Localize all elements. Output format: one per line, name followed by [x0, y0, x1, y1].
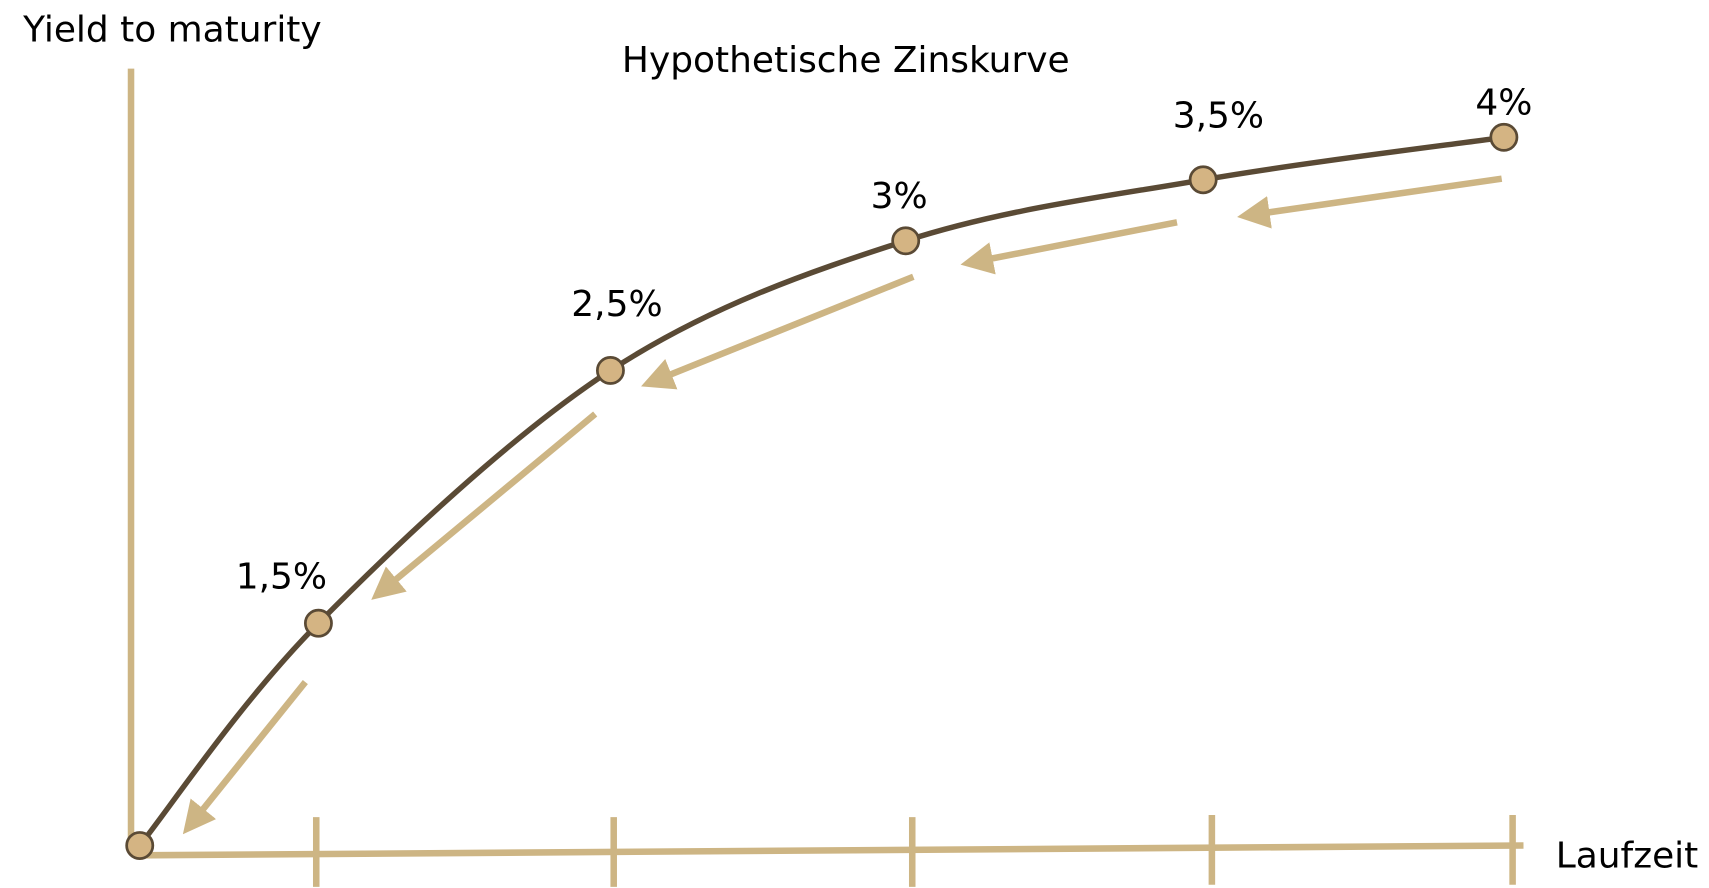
yield-curve — [137, 134, 1505, 848]
arrows — [182, 175, 1503, 835]
curve-layer: 1,5% 2,5% 3% 3,5% 4% — [125, 82, 1532, 860]
point-label: 4% — [1475, 82, 1532, 123]
curve-point — [125, 831, 155, 860]
arrow — [641, 273, 915, 390]
curve-point — [1489, 122, 1519, 152]
x-axis-label: Laufzeit — [1556, 835, 1699, 876]
arrow — [960, 219, 1178, 275]
arrow — [371, 411, 598, 600]
point-label: 1,5% — [236, 556, 327, 597]
curve-point — [891, 226, 921, 256]
point-label: 3% — [871, 176, 928, 217]
arrow — [182, 680, 308, 835]
curve-point — [303, 608, 333, 638]
point-label: 3,5% — [1173, 95, 1264, 136]
x-axis — [137, 842, 1524, 859]
axes — [127, 68, 1524, 887]
point-label: 2,5% — [571, 284, 662, 325]
curve-point — [595, 356, 625, 385]
y-axis-label: Yield to maturity — [22, 9, 322, 50]
title: Hypothetische Zinskurve — [622, 40, 1070, 81]
arrow — [1237, 175, 1503, 229]
curve-point — [1188, 165, 1218, 195]
